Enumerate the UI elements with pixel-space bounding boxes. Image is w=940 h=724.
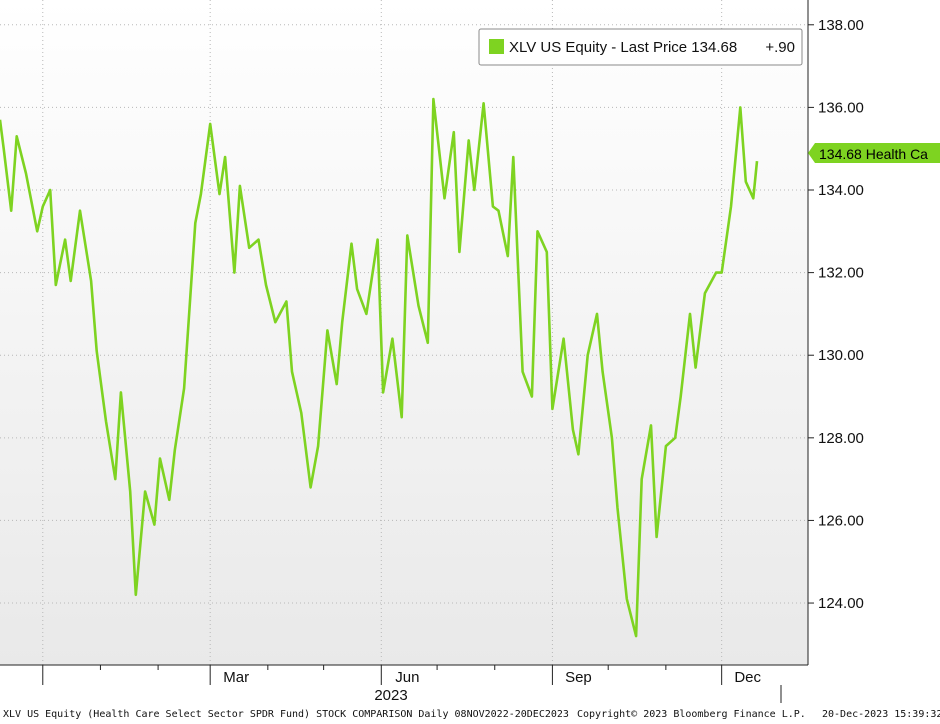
- axes: [0, 0, 809, 666]
- legend-box: [478, 28, 803, 66]
- legend-change: +.90: [765, 39, 795, 56]
- y-tick-label: 132.00: [818, 265, 864, 282]
- y-tick-label: 138.00: [818, 17, 864, 34]
- legend-swatch: [489, 39, 504, 54]
- x-ticks: Mar Jun Sep Dec: [42, 665, 782, 703]
- footer-copyright: Copyright© 2023 Bloomberg Finance L.P.: [577, 709, 806, 720]
- x-tick-label: Sep: [565, 669, 592, 686]
- footer: XLV US Equity (Health Care Select Sector…: [0, 706, 940, 724]
- last-value-tag: 134.68 Health Ca: [808, 143, 940, 163]
- legend[interactable]: XLV US Equity - Last Price 134.68 +.90: [478, 28, 803, 66]
- y-tick-label: 128.00: [818, 430, 864, 447]
- x-axis-year-label: 2023: [374, 687, 407, 704]
- chart-svg: 124.00 126.00 128.00 130.00 132.00 134.00 136.…: [0, 0, 940, 704]
- x-tick-label: Dec: [734, 669, 761, 686]
- series-line: [0, 97, 759, 638]
- legend-label: XLV US Equity - Last Price 134.68: [509, 39, 737, 56]
- price-series: [0, 97, 759, 638]
- x-tick-label: Jun: [395, 669, 419, 686]
- x-tick-label: Mar: [223, 669, 249, 686]
- last-value-tag-text: 134.68 Health Ca: [819, 146, 928, 162]
- y-tick-label: 130.00: [818, 347, 864, 364]
- last-value-tag-shape: [808, 143, 940, 163]
- footer-timestamp: 20-Dec-2023 15:39:32: [822, 709, 940, 720]
- y-ticks: 124.00 126.00 128.00 130.00 132.00 134.00 136.…: [808, 17, 864, 612]
- y-tick-label: 124.00: [818, 595, 864, 612]
- y-tick-label: 126.00: [818, 512, 864, 529]
- y-tick-label: 134.00: [818, 182, 864, 199]
- footer-description: XLV US Equity (Health Care Select Sector…: [3, 709, 569, 720]
- y-tick-label: 136.00: [818, 99, 864, 116]
